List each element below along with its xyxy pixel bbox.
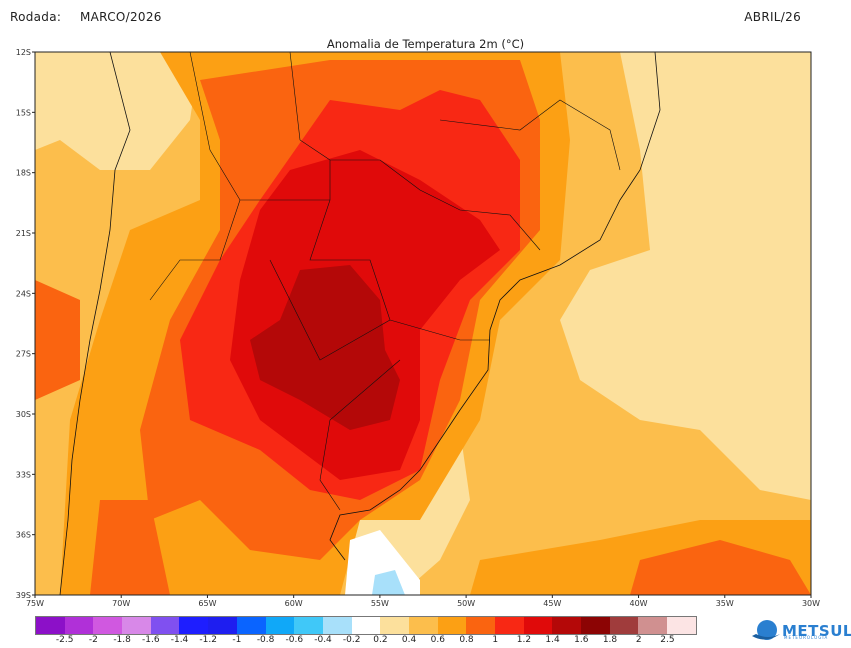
colorbar-label: -1.2 [199,635,217,645]
colorbar-swatch [523,617,553,634]
colorbar-label: 2 [635,635,642,645]
colorbar-swatch [294,617,323,634]
rodada-label: Rodada: [10,10,62,24]
lon-tick-label: 65W [198,599,216,608]
colorbar-swatch [437,617,467,634]
lat-tick-label: 27S [16,350,31,359]
logo-subtext: METEOROLOGIA [784,635,829,640]
lon-tick-label: 35W [716,599,734,608]
coastline [329,52,661,561]
field-0.2-west [35,52,200,170]
colorbar-label: 1 [492,635,499,645]
lon-tick-label: 70W [112,599,130,608]
colorbar-label: 1.2 [516,635,532,645]
lat-tick-label: 36S [16,531,31,540]
colorbar-swatch [552,617,582,634]
valid-month: ABRIL/26 [744,10,801,24]
colorbar-label: -0.4 [314,635,332,645]
colorbar-swatch [322,617,352,634]
lon-tick-label: 50W [457,599,475,608]
colorbar-label: -1 [232,635,242,645]
colorbar-swatch [638,617,668,634]
map-frame [34,51,812,596]
colorbar-label: 2.5 [660,635,675,645]
colorbar-label: 0.4 [401,635,417,645]
colorbar-swatch [179,617,209,634]
field-neg-white [345,530,420,595]
colorbar-swatch [150,617,180,634]
field-1.4 [250,265,400,430]
lat-tick-label: 39S [16,591,31,600]
field-0.2-east [560,52,811,500]
colorbar-swatch [64,617,94,634]
colorbar-label: 1.4 [545,635,560,645]
colorbar-label: -0.8 [256,635,275,645]
lat-tick-label: 12S [16,48,31,57]
colorbar-swatch [122,617,151,634]
colorbar-swatch [609,617,639,634]
colorbar-label: -1.8 [113,635,131,645]
globe-logo-icon [752,620,780,640]
colorbar-swatch [351,617,381,634]
colorbar-label: -2 [88,635,98,645]
colorbar-label: -1.6 [142,635,160,645]
colorbar-swatch [236,617,266,634]
colorbar-label: 1.6 [574,635,589,645]
colorbar-label: 0.2 [373,635,388,645]
colorbar-swatch [208,617,237,634]
colorbar [35,616,697,635]
field-0.8-west [35,280,80,400]
logo-text: METSUL [782,622,851,640]
colorbar-swatch [495,617,524,634]
lat-tick-label: 24S [16,289,31,298]
lon-tick-label: 40W [630,599,648,608]
colorbar-label: -2.5 [55,635,74,645]
lon-tick-label: 55W [371,599,389,608]
lon-tick-label: 75W [26,599,44,608]
field-0.8-sw [90,500,170,595]
colorbar-swatch [36,617,65,634]
rodada-value: MARCO/2026 [80,10,162,24]
lat-tick-label: 33S [16,470,31,479]
colorbar-label: -0.6 [285,635,304,645]
colorbar-label: 0.8 [459,635,474,645]
colorbar-swatch [265,617,295,634]
coastline-west [59,52,131,595]
field-neg-blue [372,570,405,595]
colorbar-label: 0.6 [430,635,445,645]
lat-tick-label: 15S [16,108,31,117]
lat-tick-label: 18S [16,169,31,178]
colorbar-swatch [466,617,495,634]
lat-tick-label: 21S [16,229,31,238]
colorbar-label: -1.4 [170,635,189,645]
borders [149,52,621,511]
metsul-logo: METSUL METEOROLOGIA [750,618,851,644]
colorbar-label: -0.2 [342,635,361,645]
colorbar-swatch [380,617,409,634]
colorbar-swatch [581,617,610,634]
field-0.8-se [630,540,811,595]
lon-tick-label: 30W [802,599,820,608]
lon-tick-label: 45W [543,599,561,608]
colorbar-swatch [667,617,696,634]
colorbar-label: 1.8 [602,635,618,645]
colorbar-swatch [93,617,123,634]
lon-tick-label: 60W [285,599,303,608]
lat-tick-label: 30S [16,410,31,419]
map-title: Anomalia de Temperatura 2m (°C) [326,37,525,51]
colorbar-swatch [408,617,438,634]
